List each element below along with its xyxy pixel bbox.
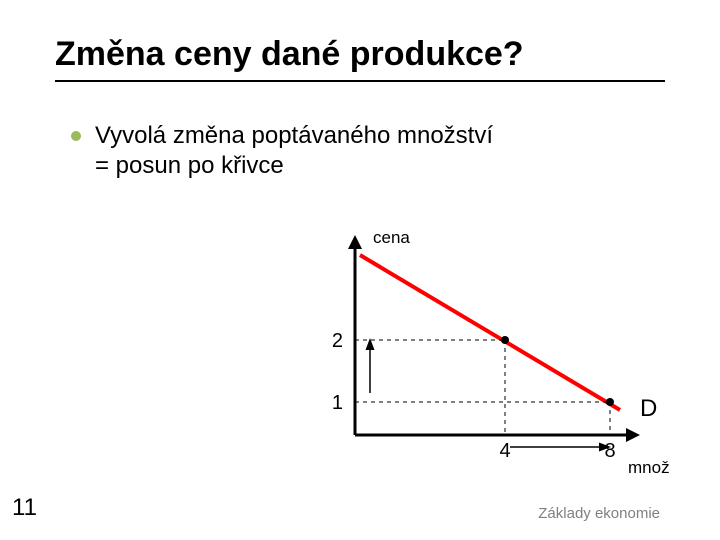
footer-text: Základy ekonomie — [538, 505, 660, 522]
bullet-icon — [71, 131, 81, 141]
svg-text:D: D — [640, 395, 657, 422]
svg-text:8: 8 — [604, 440, 615, 462]
subline-text: = posun po křivce — [95, 152, 680, 180]
svg-text:množství: množství — [628, 458, 670, 477]
page-number: 11 — [12, 494, 37, 522]
svg-text:2: 2 — [332, 330, 343, 352]
title-underline — [55, 80, 665, 82]
slide-title: Změna ceny dané produkce? — [55, 35, 680, 74]
bullet-line: Vyvolá změna poptávaného množství — [95, 122, 680, 150]
chart-svg: cena množství 2 4 1 8 D — [310, 225, 670, 485]
svg-text:1: 1 — [332, 392, 343, 414]
title-area: Změna ceny dané produkce? — [0, 0, 720, 92]
demand-chart: cena množství 2 4 1 8 D — [310, 225, 670, 485]
body-area: Vyvolá změna poptávaného množství = posu… — [0, 92, 720, 180]
svg-text:4: 4 — [499, 440, 510, 462]
bullet-text: Vyvolá změna poptávaného množství — [95, 122, 493, 150]
svg-text:cena: cena — [373, 228, 410, 247]
